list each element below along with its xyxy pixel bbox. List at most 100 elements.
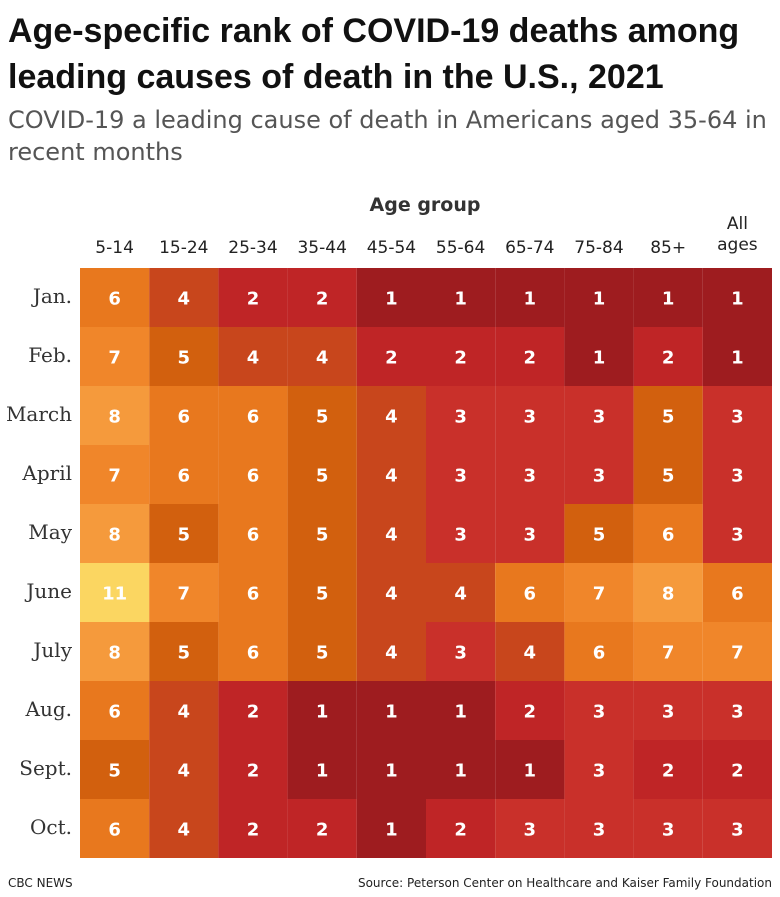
heatmap-cell (356, 799, 426, 858)
column-label: 5-14 (95, 238, 134, 258)
cell-value-label: 2 (247, 702, 260, 723)
cell-value-label: 1 (524, 289, 537, 310)
cell-value-label: 2 (247, 289, 260, 310)
heatmap-cell (702, 445, 772, 504)
heatmap-cell (149, 386, 219, 445)
cell-value-label: 4 (178, 820, 191, 841)
row-label: April (22, 460, 72, 485)
heatmap-cell (149, 504, 219, 563)
heatmap-cell (149, 268, 219, 327)
cell-value-label: 4 (385, 584, 398, 605)
heatmap-cell (564, 268, 634, 327)
cell-value-label: 2 (385, 348, 398, 369)
heatmap-cell (218, 327, 288, 386)
cell-value-label: 6 (247, 466, 260, 487)
cell-value-label: 2 (247, 761, 260, 782)
cell-value-label: 5 (593, 525, 606, 546)
heatmap-cell (426, 327, 496, 386)
heatmap-cell (564, 622, 634, 681)
heatmap-cell (356, 681, 426, 740)
heatmap-cell (356, 740, 426, 799)
heatmap-cell (564, 563, 634, 622)
heatmap-cell (287, 681, 357, 740)
heatmap-cell (702, 681, 772, 740)
cell-value-label: 3 (731, 820, 744, 841)
cell-value-label: 6 (178, 407, 191, 428)
row-label: March (5, 401, 72, 426)
heatmap-cell (702, 268, 772, 327)
cell-value-label: 3 (454, 407, 467, 428)
cell-value-label: 8 (108, 525, 121, 546)
cell-value-label: 6 (247, 407, 260, 428)
cell-value-label: 4 (385, 525, 398, 546)
heatmap-cell (495, 327, 565, 386)
heatmap-cell (80, 268, 150, 327)
cell-value-label: 4 (178, 702, 191, 723)
heatmap-cell (426, 445, 496, 504)
cell-value-label: 8 (662, 584, 675, 605)
column-label: 55-64 (435, 238, 486, 258)
heatmap-cell (218, 622, 288, 681)
cell-value-label: 6 (247, 525, 260, 546)
heatmap-cell (426, 622, 496, 681)
cell-value-label: 6 (731, 584, 744, 605)
heatmap-cell (564, 681, 634, 740)
heatmap-cell (80, 622, 150, 681)
cell-value-label: 5 (316, 407, 329, 428)
cell-value-label: 4 (454, 584, 467, 605)
cell-value-label: 7 (178, 584, 191, 605)
cell-value-label: 1 (593, 289, 606, 310)
cell-value-label: 4 (247, 348, 260, 369)
cell-value-label: 2 (247, 820, 260, 841)
cell-value-label: 1 (731, 348, 744, 369)
column-label: 65-74 (505, 238, 555, 258)
heatmap-cell (356, 622, 426, 681)
cell-value-label: 5 (178, 348, 191, 369)
cell-value-label: 2 (316, 289, 329, 310)
heatmap-cell (426, 386, 496, 445)
cell-value-label: 3 (662, 820, 675, 841)
cell-value-label: 7 (108, 466, 121, 487)
cell-value-label: 5 (178, 643, 191, 664)
cell-value-label: 4 (385, 407, 398, 428)
heatmap-cell (426, 740, 496, 799)
heatmap-cell (495, 445, 565, 504)
cell-value-label: 1 (662, 289, 675, 310)
heatmap-cell (218, 504, 288, 563)
cell-value-label: 5 (662, 466, 675, 487)
cell-value-label: 6 (108, 289, 121, 310)
heatmap-cell (80, 327, 150, 386)
heatmap-cell (356, 563, 426, 622)
heatmap-cell (702, 386, 772, 445)
heatmap-cell (149, 799, 219, 858)
heatmap-cell (356, 386, 426, 445)
cell-value-label: 2 (662, 348, 675, 369)
cell-value-label: 3 (454, 466, 467, 487)
heatmap-cell (633, 563, 703, 622)
cell-value-label: 1 (454, 702, 467, 723)
heatmap-cell (702, 799, 772, 858)
heatmap-cell (218, 799, 288, 858)
heatmap-cell (564, 327, 634, 386)
cell-value-label: 3 (524, 407, 537, 428)
heatmap-cell (495, 622, 565, 681)
heatmap-cell (80, 445, 150, 504)
cell-value-label: 2 (454, 820, 467, 841)
footer-source: Source: Peterson Center on Healthcare an… (357, 876, 772, 890)
column-label: 25-34 (228, 238, 278, 258)
heatmap-cell (149, 622, 219, 681)
cell-value-label: 6 (524, 584, 537, 605)
cell-value-label: 6 (178, 466, 191, 487)
heatmap-cell (633, 327, 703, 386)
column-label: All ages (717, 214, 758, 255)
cell-value-label: 1 (454, 289, 467, 310)
heatmap-cell (633, 622, 703, 681)
column-label: 45-54 (366, 238, 417, 258)
row-label: June (26, 578, 72, 603)
cell-value-label: 5 (662, 407, 675, 428)
heatmap-cell (287, 327, 357, 386)
heatmap-cell (564, 504, 634, 563)
heatmap-cell (287, 268, 357, 327)
heatmap: 6 4 2 2 1 1 1 1 1 17 5 4 4 2 2 2 1 2 18 6 6 5 4 3 3 3 5 37 6 6 5 4 3 3 3 5 3… (80, 268, 772, 858)
heatmap-cell (495, 740, 565, 799)
